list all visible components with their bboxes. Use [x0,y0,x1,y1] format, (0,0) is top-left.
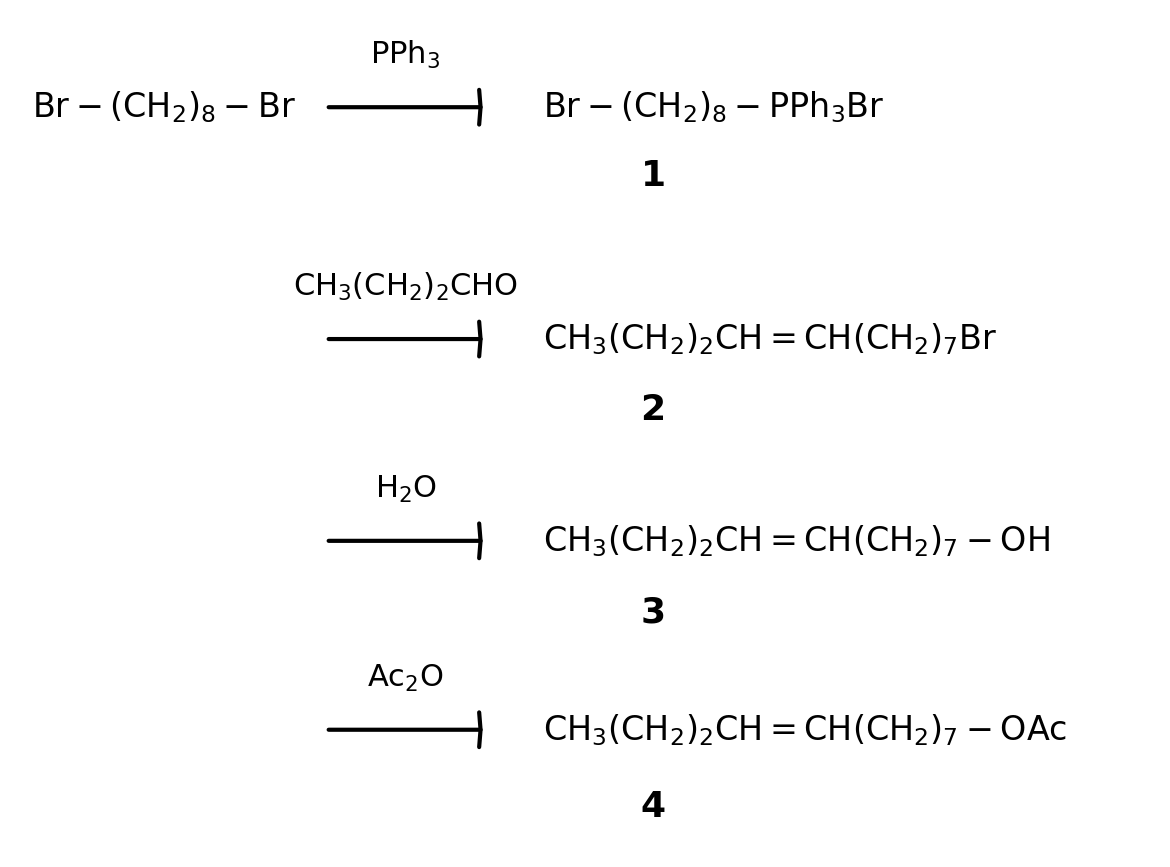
Text: 1: 1 [640,159,666,192]
Text: $\mathregular{CH_3(CH_2)_2CHO}$: $\mathregular{CH_3(CH_2)_2CHO}$ [294,271,518,303]
Text: $\mathregular{CH_3(CH_2)_2CH = CH(CH_2)_7Br}$: $\mathregular{CH_3(CH_2)_2CH = CH(CH_2)_… [543,321,998,357]
Text: 3: 3 [640,595,666,629]
Text: $\mathregular{CH_3(CH_2)_2CH = CH(CH_2)_7-OH}$: $\mathregular{CH_3(CH_2)_2CH = CH(CH_2)_… [543,523,1049,558]
Text: $\mathregular{Br-(CH_2)_8-Br}$: $\mathregular{Br-(CH_2)_8-Br}$ [32,89,296,125]
Text: $\mathregular{PPh_3}$: $\mathregular{PPh_3}$ [371,39,441,71]
Text: $\mathregular{Ac_2O}$: $\mathregular{Ac_2O}$ [367,662,443,694]
Text: $\mathregular{Br-(CH_2)_8-PPh_3Br}$: $\mathregular{Br-(CH_2)_8-PPh_3Br}$ [543,89,885,125]
Text: $\mathregular{CH_3(CH_2)_2CH = CH(CH_2)_7-OAc}$: $\mathregular{CH_3(CH_2)_2CH = CH(CH_2)_… [543,712,1067,747]
Text: $\mathregular{H_2O}$: $\mathregular{H_2O}$ [374,473,436,505]
Text: 2: 2 [640,394,666,427]
Text: 4: 4 [640,790,666,824]
